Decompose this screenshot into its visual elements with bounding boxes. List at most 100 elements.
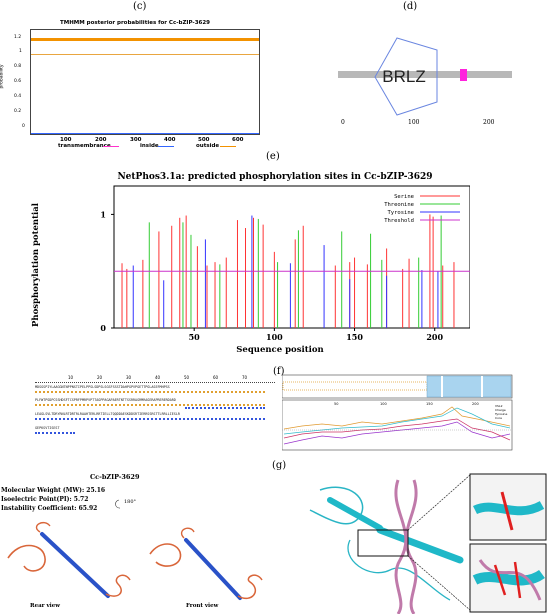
zoom-line-top [407,474,471,531]
tmhmm-ytick: 1 [19,49,22,54]
tmhmm-xtick: 100 [60,137,72,143]
front-view-label: Front view [186,603,219,609]
domain-tick-100: 100 [408,119,420,126]
protein-models [7,499,263,600]
legend-label: Tyrosine [388,210,415,216]
zoom-line-bottom [407,555,471,611]
disorder-xtick: 100 [380,402,387,406]
panel-label-d: (d) [403,1,418,12]
rotation-label: 180° [124,499,137,505]
y-tick-label: 1 [100,209,106,219]
disorder-xtick: 200 [472,402,479,406]
protein-helix-b [376,526,464,564]
tmhmm-xtick: 300 [130,137,142,143]
tmhmm-outside-line [31,54,259,55]
tmhmm-ytick: 0.4 [14,94,22,99]
x-tick-label: 100 [266,332,283,342]
disorder-legend-item: Core [495,416,502,420]
tmhmm-ylabel: probability [0,64,5,89]
disorder-curve-vsl2 [283,406,511,430]
sequence-ruler: 10 20 30 40 50 60 70 [35,375,275,383]
tmhmm-xtick: 400 [164,137,176,143]
rear-tail [105,574,131,597]
netphos-legend: Serine Threonine Tyrosine Threshold [384,194,460,224]
tmhmm-xtick: 600 [232,137,244,143]
sequence-line-1: MDSGSPIYLAAGGNTNPPNSTIPELPPSLSDPSLSGSFSS… [35,385,170,389]
panel-label-g: (g) [272,460,287,471]
sequence-annotation-helix [185,407,265,411]
tmhmm-legend-inside: inside [140,143,159,149]
ruler-tick: 10 [68,375,74,380]
tmhmm-ytick: 0.6 [14,79,22,84]
dna-strand-1 [394,479,408,614]
sequence-annotation [35,404,265,408]
disorder-curve-core [283,418,511,441]
netphos-title: NetPhos3.1a: predicted phosphorylation s… [117,172,433,182]
inset-top-helix [472,500,545,516]
tmhmm-title: TMHMM posterior probabilities for Cc-bZI… [59,20,211,26]
tmhmm-legend-swatch [103,146,119,147]
motif-box [460,69,467,81]
panel-label-c: (c) [133,1,147,12]
protein-mw: Molecular Weight (MW): 25.16 [1,487,106,494]
tmhmm-ytick: 1.2 [14,35,22,40]
ruler-tick: 40 [155,375,161,380]
protein-structure-panel: Cc-bZIP-3629 Molecular Weight (MW): 25.1… [0,470,270,614]
disorder-region-highlight [426,375,512,398]
tmhmm-ytick: 0.8 [14,64,22,69]
tmhmm-inside-line [31,133,259,134]
netphos-chart: Serine Threonine Tyrosine Threshold 50 100 15… [100,185,470,342]
sequence-line-3: LEAGLSVLTDRYRNLRTDRTRLRAAHTERLRRTIELLTQQ… [35,412,180,416]
dna-strand-2 [404,479,418,614]
netphos-plot-frame [113,185,470,329]
tmhmm-outside-bar [31,38,259,41]
disorder-legend-item: Tyrosine [494,412,507,416]
sequence-line-2: PLFWTPSDPCSSHDSFTCSPRFPMRPVPTTAGPPAGAPAE… [35,398,176,402]
legend-label: Threonine [384,202,414,208]
dna-binding-model [309,473,547,614]
sequence-panel: 10 20 30 40 50 60 70 MDSGSPIYLAAGGNTNPPN… [35,375,275,447]
panel-label-e: (e) [266,151,280,162]
rear-n-loop [35,522,51,533]
tmhmm-plot-area [30,29,260,135]
rear-loop [7,544,46,572]
front-helix [184,538,242,600]
sequence-line-4: GEPKSVTISEST [35,426,60,430]
protein-instability: Instability Coefficient: 65.92 [1,505,98,512]
domain-diagram: BRLZ 0 100 200 [338,37,512,126]
protein-pi: Isoelectric Point(PI): 5.72 [1,496,89,503]
disorder-curve-frame [282,399,513,451]
y-tick-label: 0 [100,323,106,333]
brlz-domain-hexagon [374,37,438,116]
rear-helix [40,532,110,598]
tmhmm-legend-swatch [158,146,174,147]
ruler-tick: 50 [184,375,190,380]
ruler-line [35,382,275,384]
protein-name: Cc-bZIP-3629 [90,473,140,481]
x-tick-label: 150 [346,332,363,342]
front-n-loop [180,527,195,539]
front-tail [237,574,263,600]
disorder-legend-item: Charge [495,408,506,412]
tmhmm-legend-swatch [220,146,236,147]
sequence-annotation-helix [35,432,75,436]
rear-view-label: Rear view [30,603,60,609]
inset-bottom-helix [472,569,545,586]
netphos-xlabel: Sequence position [236,345,324,355]
netphos-ylabel: Phosphorylation potential [31,203,41,327]
sequence-annotation-helix [35,418,265,422]
x-tick-label: 200 [426,332,443,342]
tmhmm-xtick: 500 [198,137,210,143]
disorder-legend-item: VSL2 [495,404,503,408]
zoom-box [357,529,409,557]
inset-top-residue [500,491,514,531]
protein-helix-a [327,497,383,531]
tmhmm-legend-outside: outside [196,143,220,149]
tmhmm-legend-tm: transmembrance [58,143,111,149]
domain-label: BRLZ [382,67,425,86]
sequence-annotation [35,391,265,395]
ruler-tick: 60 [213,375,219,380]
legend-label: Serine [394,194,414,200]
front-loop [149,543,182,567]
tmhmm-ytick: 0.2 [14,109,22,114]
